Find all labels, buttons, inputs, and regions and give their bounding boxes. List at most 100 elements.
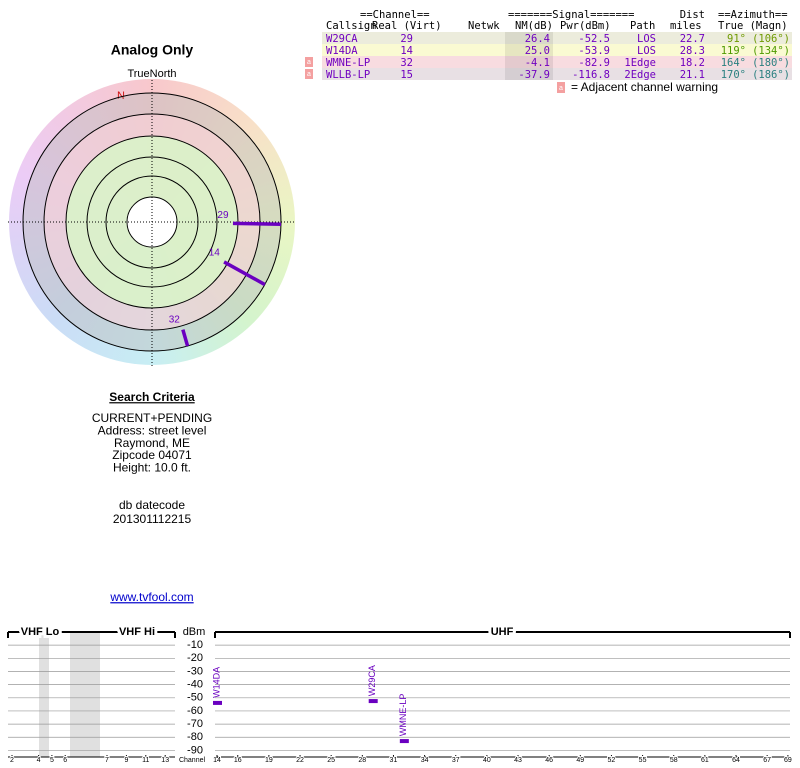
warning-icon-text: a — [307, 71, 311, 78]
cell-path: 2Edge — [624, 69, 656, 81]
x-tick-label: 16 — [234, 757, 242, 764]
link[interactable]: www.tvfool.com — [109, 590, 193, 604]
x-tick-label: 2 — [10, 757, 14, 764]
header-column: Netwk — [468, 20, 500, 32]
header-group: Dist — [680, 9, 705, 21]
band-label: VHF Lo — [21, 626, 60, 638]
cell-path: LOS — [637, 45, 656, 57]
cell-callsign: WMNE-LP — [326, 57, 370, 69]
header-column: Real (Virt) — [372, 20, 442, 32]
row-bg — [322, 68, 792, 80]
cell-pwr: -82.9 — [578, 57, 610, 69]
header-column: Path — [630, 20, 655, 32]
x-tick-label: 40 — [483, 757, 491, 764]
station-line — [181, 329, 190, 347]
cell-az-magn: (106°) — [752, 33, 790, 45]
y-tick-label: -30 — [187, 665, 203, 677]
cell-az-magn: (180°) — [752, 57, 790, 69]
cell-callsign: W14DA — [326, 45, 358, 57]
cell-dist: 18.2 — [680, 57, 705, 69]
criteria-line: Address: street level — [98, 423, 207, 437]
cell-az-magn: (186°) — [752, 69, 790, 81]
cell-callsign: WLLB-LP — [326, 69, 370, 81]
header-group: ==Azimuth== — [718, 9, 788, 21]
warning-icon-text: a — [307, 59, 311, 66]
datecode: 201301112215 — [113, 512, 192, 526]
x-tick-label: 14 — [213, 757, 221, 764]
row-bg — [322, 56, 792, 68]
cell-real: 29 — [400, 33, 413, 45]
y-tick-label: -90 — [187, 744, 203, 756]
cell-dist: 22.7 — [680, 33, 705, 45]
y-tick-label: -70 — [187, 718, 203, 730]
x-tick-label: 19 — [265, 757, 273, 764]
cell-real: 14 — [400, 45, 413, 57]
x-tick-label: 5 — [50, 757, 54, 764]
title: Analog Only — [111, 42, 194, 58]
band-label: VHF Hi — [119, 626, 155, 638]
nm-cell-bg — [505, 56, 553, 68]
signal-bar — [399, 739, 409, 744]
nm-cell-bg — [505, 32, 553, 44]
nm-cell-bg — [505, 44, 553, 56]
criteria-heading: Search Criteria — [109, 390, 195, 404]
cell-real: 15 — [400, 69, 413, 81]
signal-label: W29CA — [367, 665, 377, 696]
criteria-line: Raymond, ME — [114, 436, 190, 450]
signal-bar — [368, 699, 378, 704]
criteria-line: Zipcode 04071 — [112, 448, 192, 462]
cell-dist: 28.3 — [680, 45, 705, 57]
nm-cell-bg — [505, 68, 553, 80]
cell-dist: 21.1 — [680, 69, 705, 81]
signal-label: WMNE-LP — [398, 694, 408, 737]
compass-label: TrueNorth — [127, 68, 176, 80]
cell-real: 32 — [400, 57, 413, 69]
warning-legend: = Adjacent channel warning — [571, 80, 718, 94]
x-tick-label: 55 — [639, 757, 647, 764]
cell-callsign: W29CA — [326, 33, 358, 45]
x-tick-label: 7 — [105, 757, 109, 764]
warning-icon — [557, 82, 565, 93]
x-tick-label: 67 — [763, 757, 771, 764]
y-tick-label: -60 — [187, 705, 203, 717]
x-axis-label: Channel — [179, 757, 206, 764]
header-column: Callsign — [326, 20, 377, 32]
header-column: miles — [670, 20, 702, 32]
x-tick-label: 58 — [670, 757, 678, 764]
cell-pwr: -52.5 — [578, 33, 610, 45]
station-line — [232, 221, 282, 227]
y-tick-label: -40 — [187, 679, 203, 691]
header-column: True (Magn) — [718, 20, 788, 32]
cell-az-true: 91° — [727, 33, 746, 45]
band-shade — [70, 632, 100, 757]
cell-nm: -4.1 — [525, 57, 550, 69]
header-column: NM(dB) — [515, 20, 553, 32]
y-tick-label: -20 — [187, 652, 203, 664]
header-group: ==Channel== — [360, 9, 430, 21]
y-tick-label: -50 — [187, 692, 203, 704]
criteria-line: Height: 10.0 ft. — [113, 460, 191, 474]
signal-bar — [213, 700, 222, 705]
band-shade — [39, 632, 49, 757]
y-axis-label: dBm — [183, 626, 206, 638]
cell-nm: -37.9 — [518, 69, 550, 81]
cell-az-magn: (134°) — [752, 45, 790, 57]
row-bg — [322, 32, 792, 44]
cell-pwr: -116.8 — [572, 69, 610, 81]
x-tick-label: 11 — [142, 757, 149, 764]
x-tick-label: 64 — [732, 757, 740, 764]
band-label: UHF — [491, 626, 514, 638]
x-tick-label: 34 — [421, 757, 429, 764]
warning-icon — [305, 69, 313, 79]
x-tick-label: 61 — [701, 757, 709, 764]
cell-nm: 25.0 — [525, 45, 550, 57]
station-label: 14 — [209, 248, 221, 259]
x-tick-label: 6 — [63, 757, 67, 764]
x-tick-label: 25 — [327, 757, 335, 764]
x-tick-label: 52 — [608, 757, 616, 764]
cell-path: 1Edge — [624, 57, 656, 69]
station-line — [223, 260, 266, 287]
header-column: Pwr(dBm) — [560, 20, 611, 32]
